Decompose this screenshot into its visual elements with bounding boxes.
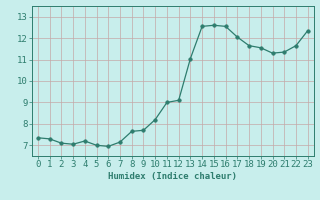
X-axis label: Humidex (Indice chaleur): Humidex (Indice chaleur) xyxy=(108,172,237,181)
